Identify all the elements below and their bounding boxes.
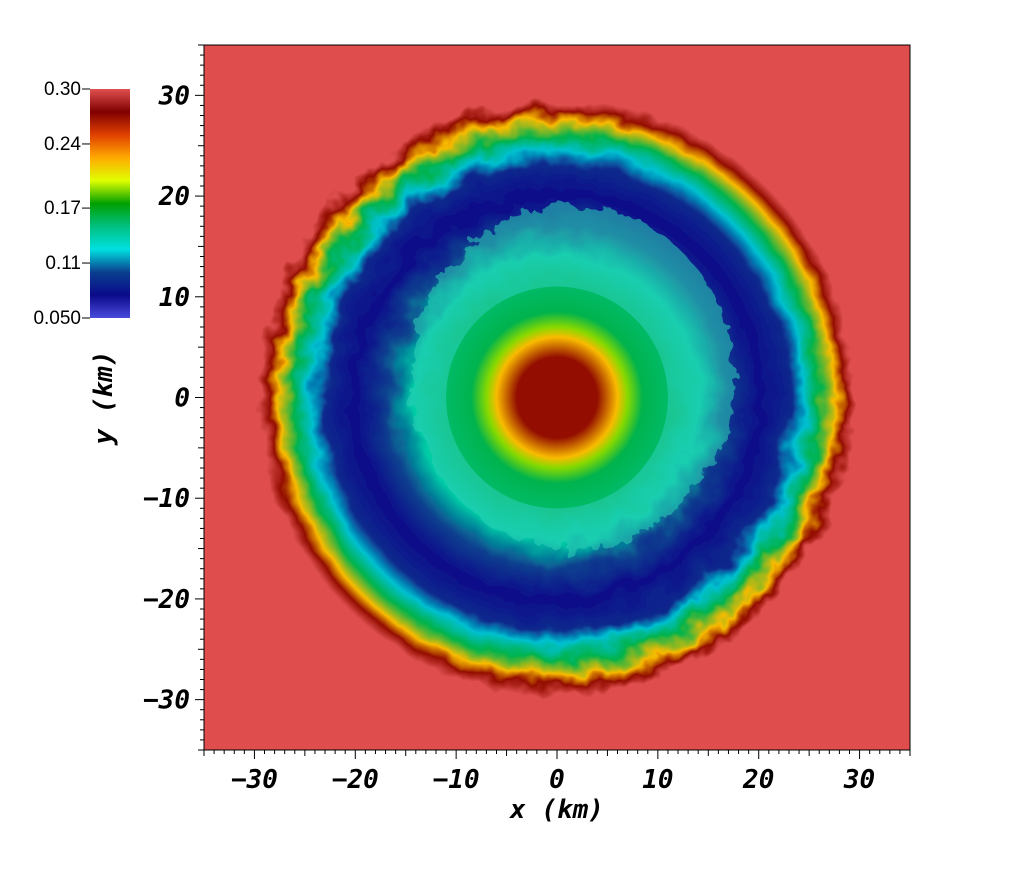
- x-tick-label: 10: [642, 765, 673, 795]
- x-tick-label: 0: [549, 765, 565, 795]
- x-tick-label: −30: [231, 765, 278, 795]
- colorbar-ticks: 0.30 0.24 0.17 0.11 0.050: [33, 79, 90, 329]
- x-tick-label: 20: [742, 765, 774, 795]
- y-axis-title: y (km): [89, 351, 119, 447]
- colorbar-tick-label: 0.24: [44, 134, 81, 155]
- y-tick-label: −30: [143, 686, 190, 716]
- y-tick-label: −20: [143, 585, 190, 615]
- y-tick-label: −10: [143, 484, 190, 514]
- y-tick-label: 0: [174, 384, 190, 414]
- y-tick-label: 10: [159, 283, 190, 313]
- colorbar-bar: [90, 89, 130, 318]
- plot-area: [203, 44, 911, 751]
- y-tick-label: 30: [158, 81, 190, 111]
- colorbar-tick-label: 0.30: [44, 79, 81, 100]
- x-tick-label: 30: [843, 765, 875, 795]
- x-tick-label: −10: [433, 765, 480, 795]
- x-tick-label: −20: [332, 765, 379, 795]
- x-axis-title: x (km): [509, 795, 604, 825]
- colorbar-tick-label: 0.050: [33, 308, 81, 329]
- colorbar: 0.30 0.24 0.17 0.11 0.050: [33, 79, 130, 329]
- y-axis: −30 −20 −10 0 10 20 30: [143, 44, 204, 751]
- y-tick-label: 20: [158, 182, 190, 212]
- colorbar-tick-label: 0.11: [45, 253, 81, 274]
- core-disk: [446, 286, 668, 509]
- colorbar-tick-label: 0.17: [44, 198, 81, 219]
- x-axis: −30 −20 −10 0 10 20 30: [203, 750, 911, 795]
